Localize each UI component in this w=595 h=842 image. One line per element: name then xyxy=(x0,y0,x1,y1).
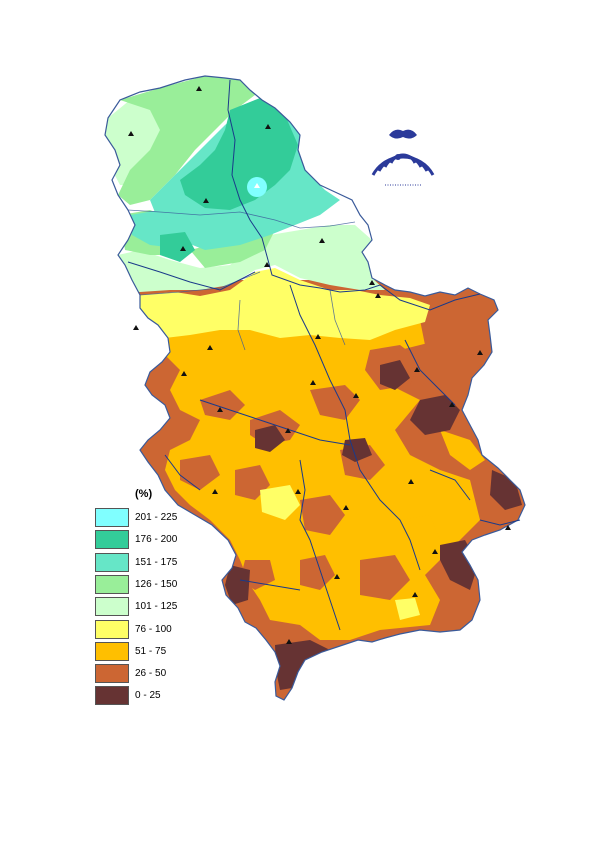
legend-label: 151 - 175 xyxy=(135,556,178,568)
legend-item: 126 - 150 xyxy=(95,574,225,595)
legend-item: 101 - 125 xyxy=(95,597,225,617)
legend-label: 51 - 75 xyxy=(135,645,167,657)
legend-item: 51 - 75 xyxy=(95,641,225,662)
legend-label: 201 - 225 xyxy=(135,512,178,523)
legend-label: 176 - 200 xyxy=(135,534,178,546)
legend-swatch xyxy=(95,597,129,617)
legend-label: 26 - 50 xyxy=(135,668,167,680)
legend-label: 126 - 150 xyxy=(135,578,178,590)
legend-item: 26 - 50 xyxy=(95,664,225,684)
legend-label: 0 - 25 xyxy=(135,690,161,702)
hydrometeorological-service-emblem-icon xyxy=(371,129,435,186)
legend-swatch xyxy=(95,619,129,639)
legend-label: 76 - 100 xyxy=(135,623,172,635)
legend-item: 201 - 225 xyxy=(95,508,225,528)
legend-item: 0 - 25 xyxy=(95,686,225,706)
legend-swatch xyxy=(95,686,129,706)
legend-swatch xyxy=(95,552,129,572)
legend-swatch xyxy=(95,530,129,550)
legend-swatch xyxy=(95,574,129,594)
legend-swatch xyxy=(95,664,129,684)
legend-title: (%) xyxy=(135,488,153,500)
legend-item: 176 - 200 xyxy=(95,530,225,550)
legend-item: 151 - 175 xyxy=(95,552,225,573)
weather-station-markers xyxy=(128,86,511,644)
legend-label: 101 - 125 xyxy=(135,601,178,613)
legend-item: 76 - 100 xyxy=(95,619,225,640)
legend-swatch xyxy=(95,508,129,527)
legend-swatch xyxy=(95,641,129,661)
